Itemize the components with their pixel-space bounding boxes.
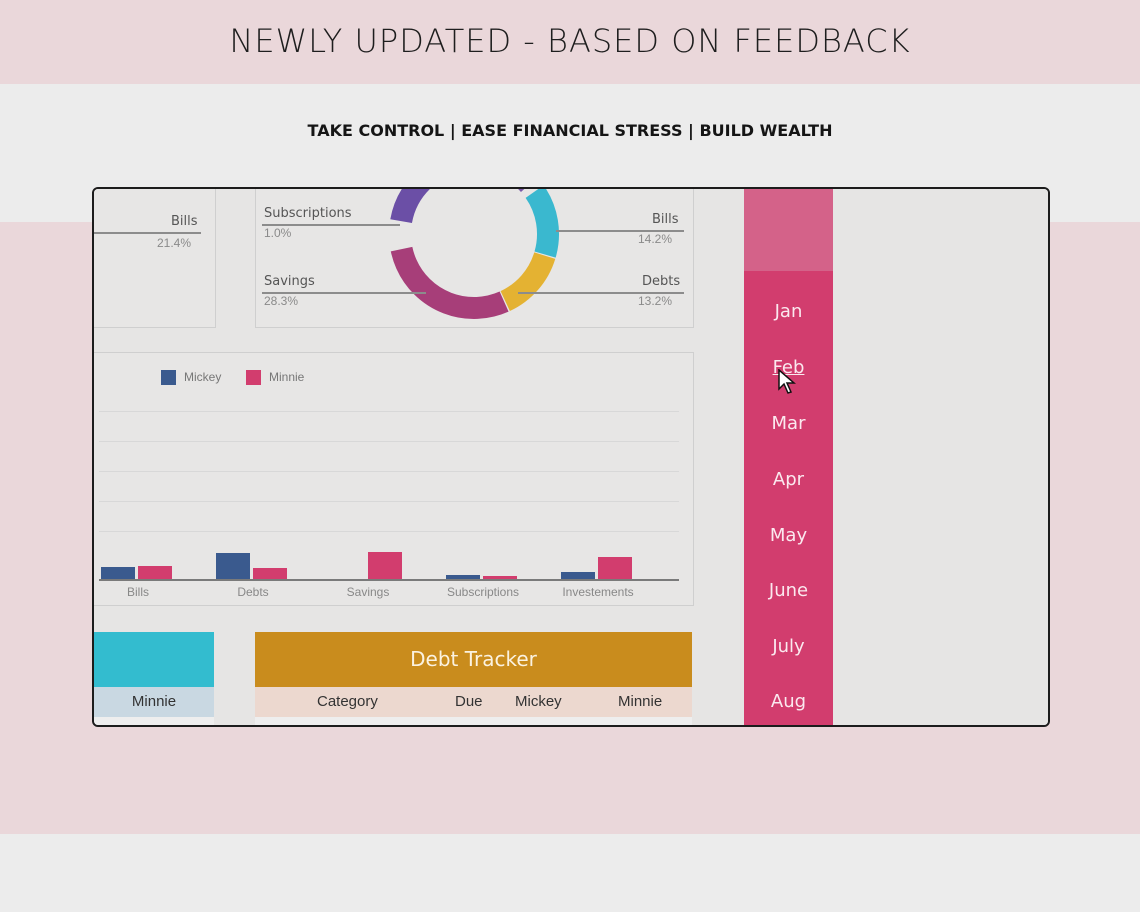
month-apr[interactable]: Apr <box>772 469 805 490</box>
bar-mickey-debts <box>216 553 250 579</box>
gridline <box>99 441 679 442</box>
left-table-col-minnie: Minnie <box>94 687 214 717</box>
x-tick-label: Debts <box>237 585 269 599</box>
legend-swatch-mickey <box>161 370 176 385</box>
bar-mickey-investements <box>561 572 595 579</box>
bar-minnie-bills <box>138 566 172 579</box>
debt-tracker-columns: Category Due Mickey Minnie <box>255 687 692 717</box>
donut-label-debts: Debts <box>642 274 681 289</box>
debt-tracker-row <box>255 717 692 725</box>
summary-left-pct: 21.4% <box>157 236 192 250</box>
summary-left-line <box>94 232 201 234</box>
summary-left-label: Bills <box>171 214 198 229</box>
donut-chart <box>389 189 559 319</box>
bar-mickey-bills <box>101 567 135 579</box>
x-tick-label: Investements <box>562 585 634 599</box>
debt-col-due: Due <box>455 693 483 710</box>
left-table-row <box>94 717 214 725</box>
donut-line-subscriptions <box>262 224 400 226</box>
debt-col-category: Category <box>317 693 378 710</box>
legend-swatch-minnie <box>246 370 261 385</box>
donut-line-savings <box>262 292 426 294</box>
bar-mickey-subscriptions <box>446 575 480 579</box>
x-tick-label: Subscriptions <box>446 585 520 599</box>
debt-tracker-title: Debt Tracker <box>255 632 692 687</box>
month-july[interactable]: July <box>772 636 805 657</box>
tagline: TAKE CONTROL | EASE FINANCIAL STRESS | B… <box>307 121 833 140</box>
donut-pct-bills: 14.2% <box>638 232 673 246</box>
headline: NEWLY UPDATED - BASED ON FEEDBACK <box>229 22 911 60</box>
donut-label-bills: Bills <box>652 212 679 227</box>
legend-label-mickey: Mickey <box>184 370 222 384</box>
donut-label-savings: Savings <box>264 274 315 289</box>
month-selector <box>744 189 833 725</box>
bar-minnie-debts <box>253 568 287 579</box>
gridline <box>99 531 679 532</box>
debt-col-minnie: Minnie <box>618 693 663 710</box>
donut-pct-subscriptions: 1.0% <box>264 226 292 240</box>
spreadsheet-screenshot: Bills 21.4% Subscriptions 1.0% Savings 2… <box>92 187 1050 727</box>
month-selector-header <box>744 189 833 271</box>
left-table-header <box>94 632 214 687</box>
donut-line-debts <box>518 292 684 294</box>
donut-segment-debts <box>389 189 559 319</box>
month-aug[interactable]: Aug <box>770 691 807 712</box>
gridline <box>99 471 679 472</box>
bar-minnie-savings <box>368 552 402 579</box>
legend-label-minnie: Minnie <box>269 370 305 384</box>
month-may[interactable]: May <box>769 525 808 546</box>
month-mar[interactable]: Mar <box>771 413 806 434</box>
donut-pct-debts: 13.2% <box>638 294 673 308</box>
bar-chart-card: Mickey Minnie Bills Debts Savings Subscript… <box>94 352 694 606</box>
donut-label-subscriptions: Subscriptions <box>264 206 352 221</box>
month-june[interactable]: June <box>768 580 809 601</box>
mouse-cursor-icon <box>778 369 796 394</box>
x-tick-label: Savings <box>346 585 390 599</box>
bar-minnie-investements <box>598 557 632 579</box>
donut-pct-savings: 28.3% <box>264 294 299 308</box>
bar-minnie-subscriptions <box>483 576 517 579</box>
x-tick-label: Bills <box>126 585 149 599</box>
x-axis <box>99 579 679 581</box>
summary-card-left: Bills 21.4% <box>94 189 216 328</box>
donut-card: Subscriptions 1.0% Savings 28.3% Bills 1… <box>255 189 694 328</box>
gridline <box>99 501 679 502</box>
top-banner <box>0 0 1140 84</box>
month-jan[interactable]: Jan <box>774 301 803 322</box>
donut-line-bills <box>556 230 684 232</box>
blank-right-pane <box>833 189 1048 725</box>
debt-col-mickey: Mickey <box>515 693 562 710</box>
gridline <box>99 411 679 412</box>
